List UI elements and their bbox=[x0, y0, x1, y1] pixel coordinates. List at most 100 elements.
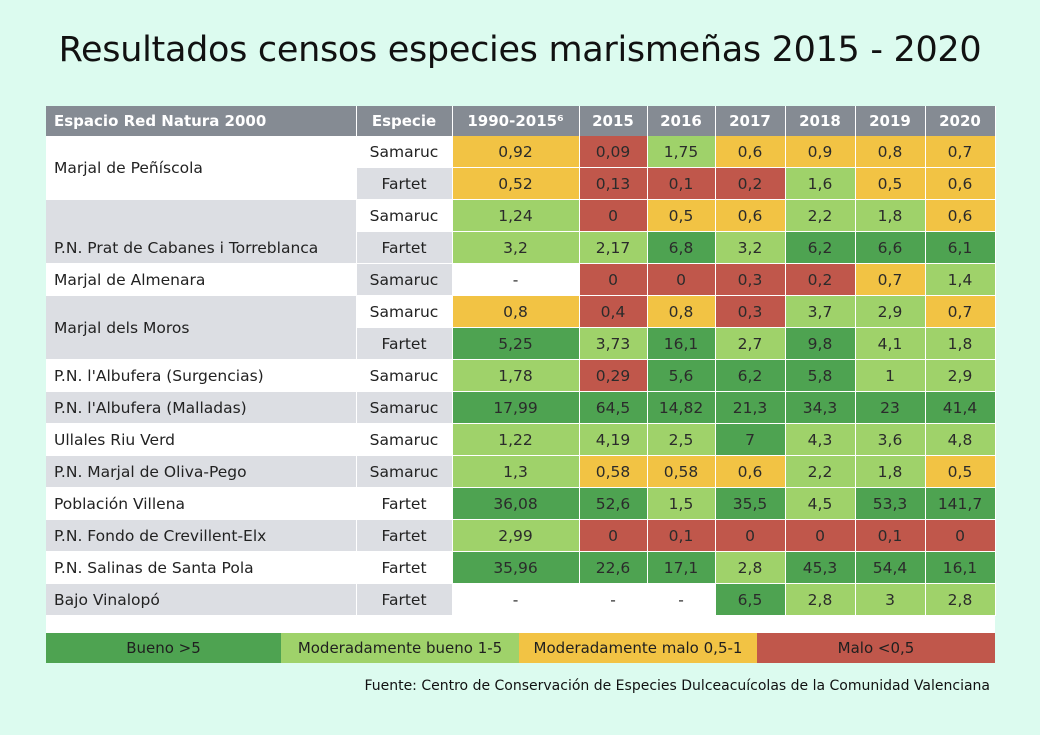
cell-value: 6,2 bbox=[785, 231, 856, 264]
cell-value: 0,7 bbox=[925, 136, 996, 168]
spacer-cell bbox=[46, 615, 995, 634]
cell-value: 0,5 bbox=[855, 167, 926, 200]
cell-value: 54,4 bbox=[855, 551, 926, 584]
cell-value: 3,73 bbox=[579, 327, 648, 360]
page-title: Resultados censos especies marismeñas 20… bbox=[58, 30, 982, 70]
cell-value: 3,7 bbox=[785, 295, 856, 328]
table-row: Ullales Riu Verd Samaruc 1,22 4,19 2,5 7 4,3 3,… bbox=[46, 423, 996, 456]
cell-value: 21,3 bbox=[715, 391, 786, 424]
cell-value: 0,1 bbox=[647, 167, 716, 200]
cell-value: 0 bbox=[647, 263, 716, 296]
cell-value: 4,5 bbox=[785, 487, 856, 520]
cell-value: 0,6 bbox=[925, 167, 996, 200]
cell-value: 6,1 bbox=[925, 231, 996, 264]
legend: Bueno >5 Moderadamente bueno 1-5 Moderad… bbox=[46, 633, 995, 663]
census-table: Espacio Red Natura 2000 Especie 1990-201… bbox=[46, 106, 996, 634]
cell-value: 0 bbox=[925, 519, 996, 552]
cell-especie: Fartet bbox=[356, 551, 453, 584]
cell-value: 6,2 bbox=[715, 359, 786, 392]
cell-value: 4,1 bbox=[855, 327, 926, 360]
cell-value: 0,6 bbox=[715, 455, 786, 488]
cell-value: 4,8 bbox=[925, 423, 996, 456]
table-header-row: Espacio Red Natura 2000 Especie 1990-201… bbox=[46, 106, 996, 136]
cell-value: 0,5 bbox=[925, 455, 996, 488]
cell-value: 2,2 bbox=[785, 455, 856, 488]
cell-value: - bbox=[647, 583, 716, 616]
cell-value: 0,29 bbox=[579, 359, 648, 392]
cell-value: 1,24 bbox=[452, 199, 580, 232]
cell-value: 2,8 bbox=[785, 583, 856, 616]
cell-value: 6,5 bbox=[715, 583, 786, 616]
cell-value: 22,6 bbox=[579, 551, 648, 584]
cell-value: 1,8 bbox=[855, 199, 926, 232]
cell-espacio: Marjal dels Moros bbox=[46, 295, 357, 360]
cell-espacio: P.N. Fondo de Crevillent-Elx bbox=[46, 519, 357, 552]
cell-value: 1,75 bbox=[647, 136, 716, 168]
cell-value: 17,99 bbox=[452, 391, 580, 424]
table-row: Fartet 5,25 3,73 16,1 2,7 9,8 4,1 1,8 bbox=[46, 327, 996, 360]
cell-value: 16,1 bbox=[925, 551, 996, 584]
cell-value: 0,4 bbox=[579, 295, 648, 328]
cell-value: 0,1 bbox=[855, 519, 926, 552]
cell-value: 0,8 bbox=[452, 295, 580, 328]
cell-value: 34,3 bbox=[785, 391, 856, 424]
cell-value: 9,8 bbox=[785, 327, 856, 360]
legend-malo: Malo <0,5 bbox=[757, 633, 995, 663]
cell-value: 3 bbox=[855, 583, 926, 616]
cell-value: 0 bbox=[579, 519, 648, 552]
cell-espacio: P.N. Prat de Cabanes i Torreblanca bbox=[46, 199, 357, 264]
cell-value: 2,2 bbox=[785, 199, 856, 232]
cell-value: 36,08 bbox=[452, 487, 580, 520]
cell-value: 0,58 bbox=[579, 455, 648, 488]
cell-value: 2,9 bbox=[925, 359, 996, 392]
cell-espacio: Población Villena bbox=[46, 487, 357, 520]
cell-especie: Fartet bbox=[356, 167, 453, 200]
cell-value: 41,4 bbox=[925, 391, 996, 424]
cell-value: 0,6 bbox=[715, 136, 786, 168]
cell-especie: Samaruc bbox=[356, 263, 453, 296]
legend-moderadamente-malo: Moderadamente malo 0,5-1 bbox=[519, 633, 757, 663]
cell-value: 3,2 bbox=[452, 231, 580, 264]
cell-value: 0,5 bbox=[647, 199, 716, 232]
source-note: Fuente: Centro de Conservación de Especi… bbox=[364, 678, 990, 694]
cell-especie: Fartet bbox=[356, 519, 453, 552]
cell-value: 0,1 bbox=[647, 519, 716, 552]
table-row: P.N. Fondo de Crevillent-Elx Fartet 2,99 0 0… bbox=[46, 519, 996, 552]
cell-espacio: Ullales Riu Verd bbox=[46, 423, 357, 456]
cell-value: 1 bbox=[855, 359, 926, 392]
cell-value: - bbox=[579, 583, 648, 616]
cell-espacio: P.N. l'Albufera (Surgencias) bbox=[46, 359, 357, 392]
cell-value: 16,1 bbox=[647, 327, 716, 360]
cell-value: 2,7 bbox=[715, 327, 786, 360]
table-row: P.N. l'Albufera (Malladas) Samaruc 17,99 64… bbox=[46, 391, 996, 424]
cell-value: 0,3 bbox=[715, 263, 786, 296]
cell-especie: Samaruc bbox=[356, 359, 453, 392]
cell-value: 45,3 bbox=[785, 551, 856, 584]
cell-value: 4,3 bbox=[785, 423, 856, 456]
cell-value: 4,19 bbox=[579, 423, 648, 456]
cell-value: 64,5 bbox=[579, 391, 648, 424]
cell-espacio: P.N. l'Albufera (Malladas) bbox=[46, 391, 357, 424]
cell-espacio: P.N. Salinas de Santa Pola bbox=[46, 551, 357, 584]
cell-value: 0,3 bbox=[715, 295, 786, 328]
cell-especie: Samaruc bbox=[356, 423, 453, 456]
cell-value: 17,1 bbox=[647, 551, 716, 584]
header-espacio: Espacio Red Natura 2000 bbox=[46, 106, 357, 136]
legend-bueno: Bueno >5 bbox=[46, 633, 281, 663]
cell-value: 6,6 bbox=[855, 231, 926, 264]
legend-moderadamente-bueno: Moderadamente bueno 1-5 bbox=[281, 633, 519, 663]
cell-especie: Samaruc bbox=[356, 295, 453, 328]
header-2020: 2020 bbox=[925, 106, 996, 136]
cell-especie: Samaruc bbox=[356, 391, 453, 424]
table-row: P.N. Salinas de Santa Pola Fartet 35,96 22,… bbox=[46, 551, 996, 584]
cell-value: - bbox=[452, 263, 580, 296]
cell-value: 0,7 bbox=[855, 263, 926, 296]
table-row: P.N. l'Albufera (Surgencias) Samaruc 1,78 0… bbox=[46, 359, 996, 392]
cell-value: 23 bbox=[855, 391, 926, 424]
cell-value: 1,8 bbox=[855, 455, 926, 488]
header-1990-2015: 1990-2015⁶ bbox=[452, 106, 580, 136]
cell-value: 14,82 bbox=[647, 391, 716, 424]
header-2018: 2018 bbox=[785, 106, 856, 136]
cell-value: 0,13 bbox=[579, 167, 648, 200]
cell-value: 2,17 bbox=[579, 231, 648, 264]
